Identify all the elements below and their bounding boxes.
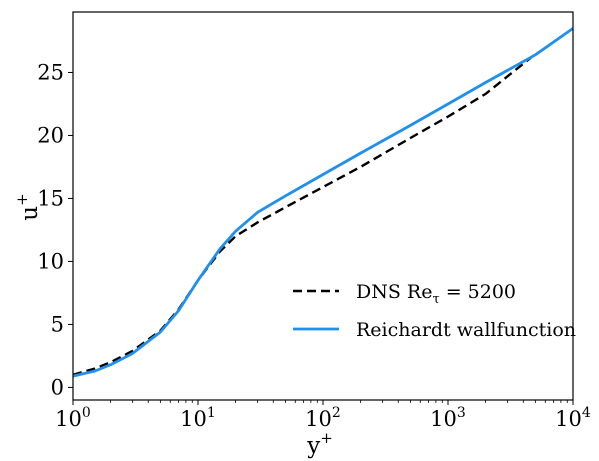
legend-label-main: DNS Re (356, 281, 432, 303)
y-tick-label: 0 (51, 375, 64, 399)
legend-label-sub: τ (432, 292, 439, 307)
x-tick-base: 10 (55, 407, 82, 431)
x-tick-exp: 4 (582, 405, 591, 421)
series-line-0 (72, 51, 539, 376)
x-tick-exp: 1 (207, 405, 216, 421)
x-tick-exp: 0 (82, 405, 91, 421)
x-axis-title-main: y (306, 433, 320, 459)
y-axis-title-main: u (17, 206, 43, 221)
legend: DNS Reτ = 5200 Reichardt wallfunction (293, 281, 576, 341)
x-axis-title: y+ (306, 429, 333, 459)
x-tick-label: 102 (305, 405, 341, 431)
legend-label-rest: = 5200 (440, 281, 516, 303)
x-tick-label: 101 (180, 405, 216, 431)
y-tick-label: 25 (37, 60, 64, 84)
y-tick-label: 5 (51, 312, 64, 336)
x-tick-base: 10 (180, 407, 207, 431)
series-layer (72, 27, 574, 378)
x-tick-base: 10 (430, 407, 457, 431)
x-tick-base: 10 (555, 407, 582, 431)
y-axis-title: u+ (13, 193, 43, 220)
y-tick-label: 15 (37, 186, 64, 210)
x-tick-label: 104 (555, 405, 591, 431)
y-axis-title-sup: + (13, 193, 31, 206)
legend-label-0: DNS Reτ = 5200 (356, 281, 516, 307)
x-tick-label: 103 (430, 405, 466, 431)
x-axis-title-sup: + (320, 429, 333, 447)
x-tick-base: 10 (305, 407, 332, 431)
legend-label-1: Reichardt wallfunction (356, 319, 576, 341)
y-tick-label: 10 (37, 249, 64, 273)
x-tick-exp: 2 (332, 405, 341, 421)
x-tick-label: 100 (55, 405, 91, 431)
series-line-1 (72, 27, 574, 378)
x-tick-exp: 3 (457, 405, 466, 421)
y-tick-label: 20 (37, 123, 64, 147)
